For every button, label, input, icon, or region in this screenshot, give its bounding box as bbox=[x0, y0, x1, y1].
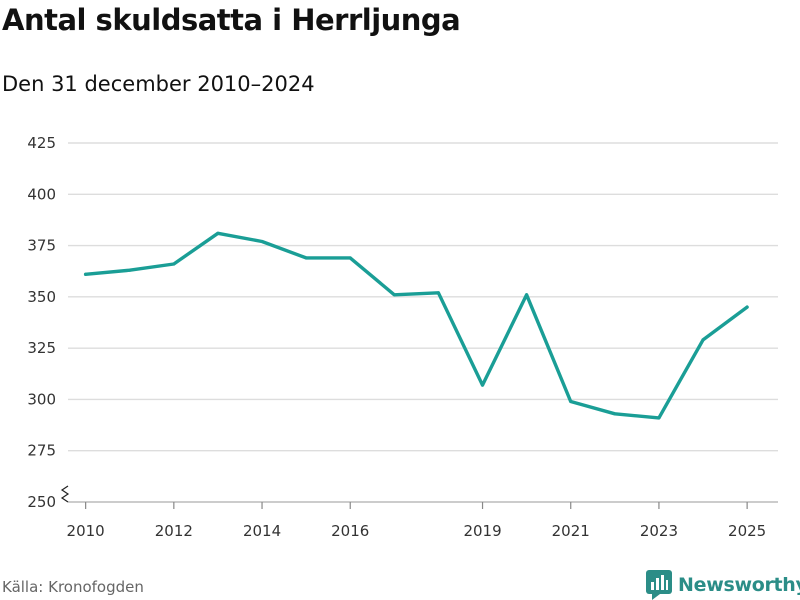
brand-logo: Newsworthy bbox=[646, 570, 800, 600]
y-tick-label: 250 bbox=[27, 493, 56, 511]
data-point bbox=[436, 291, 440, 295]
data-point bbox=[84, 272, 88, 276]
data-point bbox=[392, 293, 396, 297]
x-tick-label: 2023 bbox=[640, 522, 678, 540]
data-point bbox=[260, 239, 264, 243]
x-tick-label: 2010 bbox=[67, 522, 105, 540]
data-point bbox=[657, 416, 661, 420]
x-tick-label: 2014 bbox=[243, 522, 281, 540]
data-point bbox=[348, 256, 352, 260]
data-point bbox=[745, 305, 749, 309]
x-tick-label: 2019 bbox=[463, 522, 501, 540]
data-point bbox=[216, 231, 220, 235]
data-point bbox=[525, 293, 529, 297]
gridlines bbox=[68, 142, 778, 503]
y-tick-label: 325 bbox=[27, 339, 56, 357]
y-tick-label: 425 bbox=[27, 134, 56, 152]
y-tick-label: 275 bbox=[27, 442, 56, 460]
series-layer bbox=[83, 231, 749, 420]
data-point bbox=[172, 262, 176, 266]
data-point bbox=[569, 399, 573, 403]
x-tick-label: 2025 bbox=[728, 522, 766, 540]
chart-title: Antal skuldsatta i Herrljunga bbox=[2, 3, 461, 37]
data-point bbox=[304, 256, 308, 260]
chart-subtitle: Den 31 december 2010–2024 bbox=[2, 72, 315, 96]
source-note: Källa: Kronofogden bbox=[2, 578, 144, 596]
x-tick-label: 2021 bbox=[552, 522, 590, 540]
x-tick-label: 2012 bbox=[155, 522, 193, 540]
axis-break-icon bbox=[60, 485, 70, 503]
data-point bbox=[481, 383, 485, 387]
data-point bbox=[128, 268, 132, 272]
y-tick-label: 400 bbox=[27, 185, 56, 203]
brand-name: Newsworthy bbox=[678, 574, 800, 596]
x-axis-ticks: 2010 2012 2014 2016 2019 2021 2023 2025 bbox=[67, 502, 766, 540]
data-point bbox=[701, 338, 705, 342]
y-axis-ticks: 250 275 300 325 350 375 400 425 bbox=[27, 134, 56, 511]
bar-chart-speech-bubble-icon bbox=[646, 570, 672, 600]
y-tick-label: 350 bbox=[27, 288, 56, 306]
y-tick-label: 375 bbox=[27, 237, 56, 255]
x-tick-label: 2016 bbox=[331, 522, 369, 540]
y-tick-label: 300 bbox=[27, 390, 56, 408]
series-line-0 bbox=[83, 231, 749, 420]
axis-break-zigzag bbox=[60, 485, 70, 503]
data-point bbox=[613, 412, 617, 416]
